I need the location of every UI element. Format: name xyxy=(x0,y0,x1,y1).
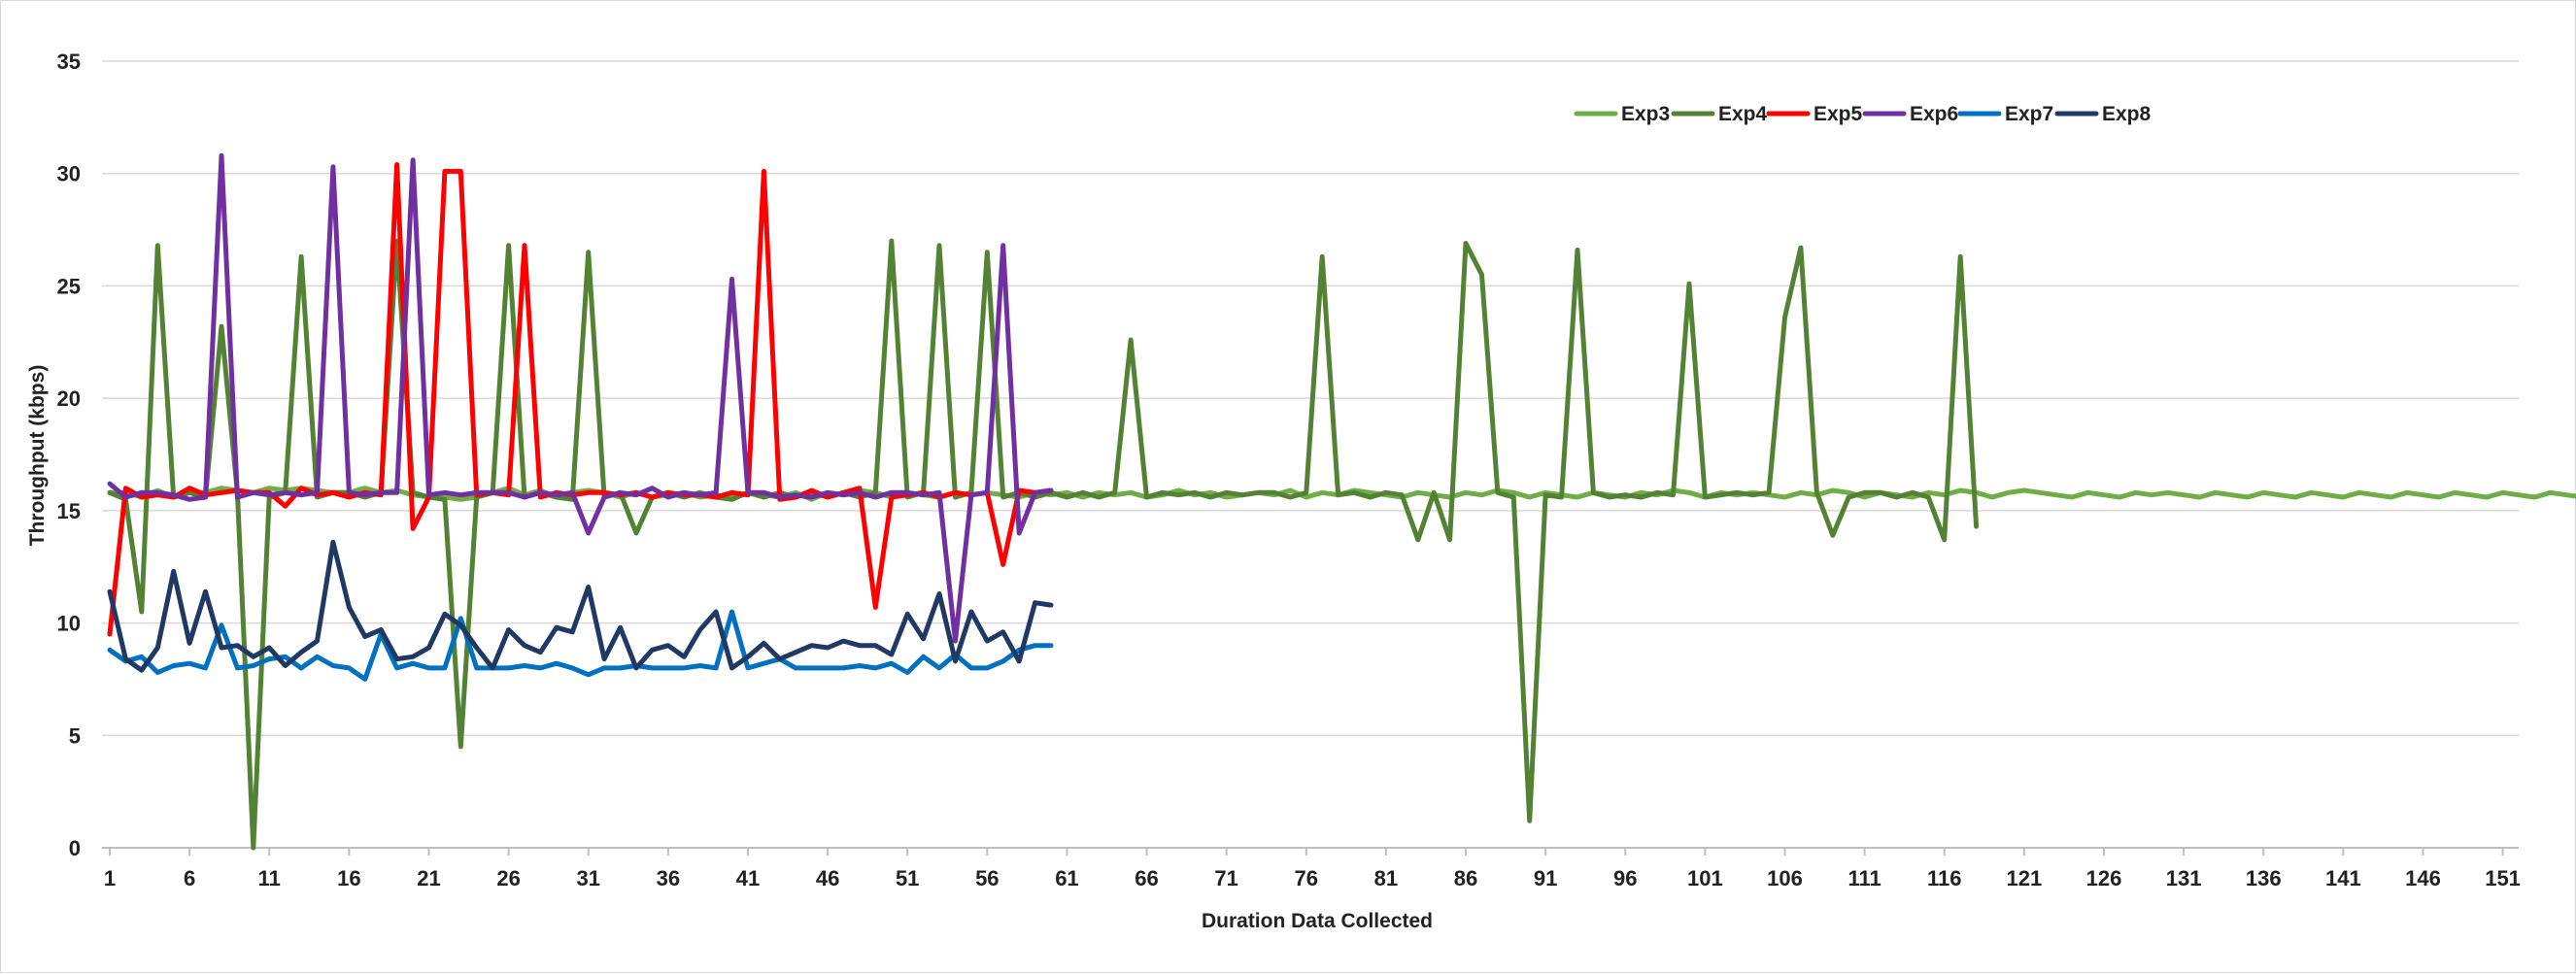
legend-item-exp6: Exp6 xyxy=(1862,103,1958,125)
x-tick-label: 136 xyxy=(2246,866,2282,890)
x-tick-label: 46 xyxy=(816,866,839,890)
y-tick-label: 0 xyxy=(69,836,81,860)
legend-item-exp4: Exp4 xyxy=(1671,103,1768,125)
legend-label: Exp5 xyxy=(1813,103,1863,125)
x-tick-label: 86 xyxy=(1454,866,1477,890)
legend: Exp3 Exp4 Exp5 Exp6 Exp7 Exp8 xyxy=(1574,103,2152,125)
x-tick-label: 6 xyxy=(184,866,195,890)
x-tick-label: 31 xyxy=(576,866,599,890)
x-tick-label: 116 xyxy=(1927,866,1962,890)
series-line-exp6 xyxy=(107,152,1054,644)
legend-item-exp5: Exp5 xyxy=(1766,103,1863,125)
series-line-exp7 xyxy=(107,609,1054,682)
series-lines xyxy=(107,152,2576,851)
y-tick-label: 15 xyxy=(57,499,81,523)
x-tick-label: 56 xyxy=(975,866,999,890)
y-tick-label: 35 xyxy=(57,50,81,74)
legend-item-exp7: Exp7 xyxy=(1957,103,2053,125)
x-tick-label: 41 xyxy=(736,866,760,890)
y-axis-title: Throughput (kbps) xyxy=(26,365,49,547)
legend-item-exp8: Exp8 xyxy=(2054,103,2152,125)
x-tick-label: 151 xyxy=(2485,866,2521,890)
legend-label: Exp3 xyxy=(1621,103,1670,125)
x-tick-label: 61 xyxy=(1055,866,1078,890)
legend-label: Exp4 xyxy=(1718,103,1768,125)
x-tick-label: 16 xyxy=(337,866,360,890)
x-tick-label: 76 xyxy=(1295,866,1318,890)
x-tick-label: 146 xyxy=(2405,866,2441,890)
x-tick-label: 126 xyxy=(2086,866,2122,890)
x-tick-label: 51 xyxy=(896,866,919,890)
y-tick-label: 5 xyxy=(69,723,81,748)
x-tick-label: 11 xyxy=(258,866,281,890)
y-tick-label: 10 xyxy=(57,612,81,636)
x-axis-title: Duration Data Collected xyxy=(1202,910,1433,932)
x-tick-label: 106 xyxy=(1767,866,1803,890)
x-tick-label: 66 xyxy=(1135,866,1158,890)
series-line-exp4 xyxy=(107,238,1980,851)
x-tick-label: 101 xyxy=(1687,866,1723,890)
x-tick-label: 71 xyxy=(1214,866,1237,890)
x-tick-label: 81 xyxy=(1374,866,1398,890)
x-tick-label: 111 xyxy=(1847,866,1881,890)
x-tick-label: 26 xyxy=(496,866,520,890)
x-axis-tick-labels: 1 6 11 16 21 26 31 36 41 46 51 56 61 66 71 76 81 86 91 96 10… xyxy=(104,866,2521,890)
legend-label: Exp8 xyxy=(2102,103,2152,125)
x-tick-label: 96 xyxy=(1613,866,1637,890)
x-tick-label: 1 xyxy=(104,866,116,890)
legend-label: Exp6 xyxy=(1910,103,1958,125)
x-tick-label: 36 xyxy=(657,866,680,890)
x-tick-label: 21 xyxy=(417,866,440,890)
x-tick-label: 121 xyxy=(2007,866,2043,890)
y-tick-label: 25 xyxy=(57,274,81,298)
y-axis-tick-labels: 0 5 10 15 20 25 30 35 xyxy=(57,50,81,860)
x-tick-label: 91 xyxy=(1534,866,1557,890)
y-tick-label: 20 xyxy=(57,386,81,411)
legend-label: Exp7 xyxy=(2005,103,2053,125)
legend-item-exp3: Exp3 xyxy=(1574,103,1670,125)
y-tick-label: 30 xyxy=(57,162,81,186)
x-axis xyxy=(102,847,2519,856)
series-line-exp8 xyxy=(107,539,1054,673)
x-tick-label: 131 xyxy=(2166,866,2202,890)
x-tick-label: 141 xyxy=(2325,866,2361,890)
